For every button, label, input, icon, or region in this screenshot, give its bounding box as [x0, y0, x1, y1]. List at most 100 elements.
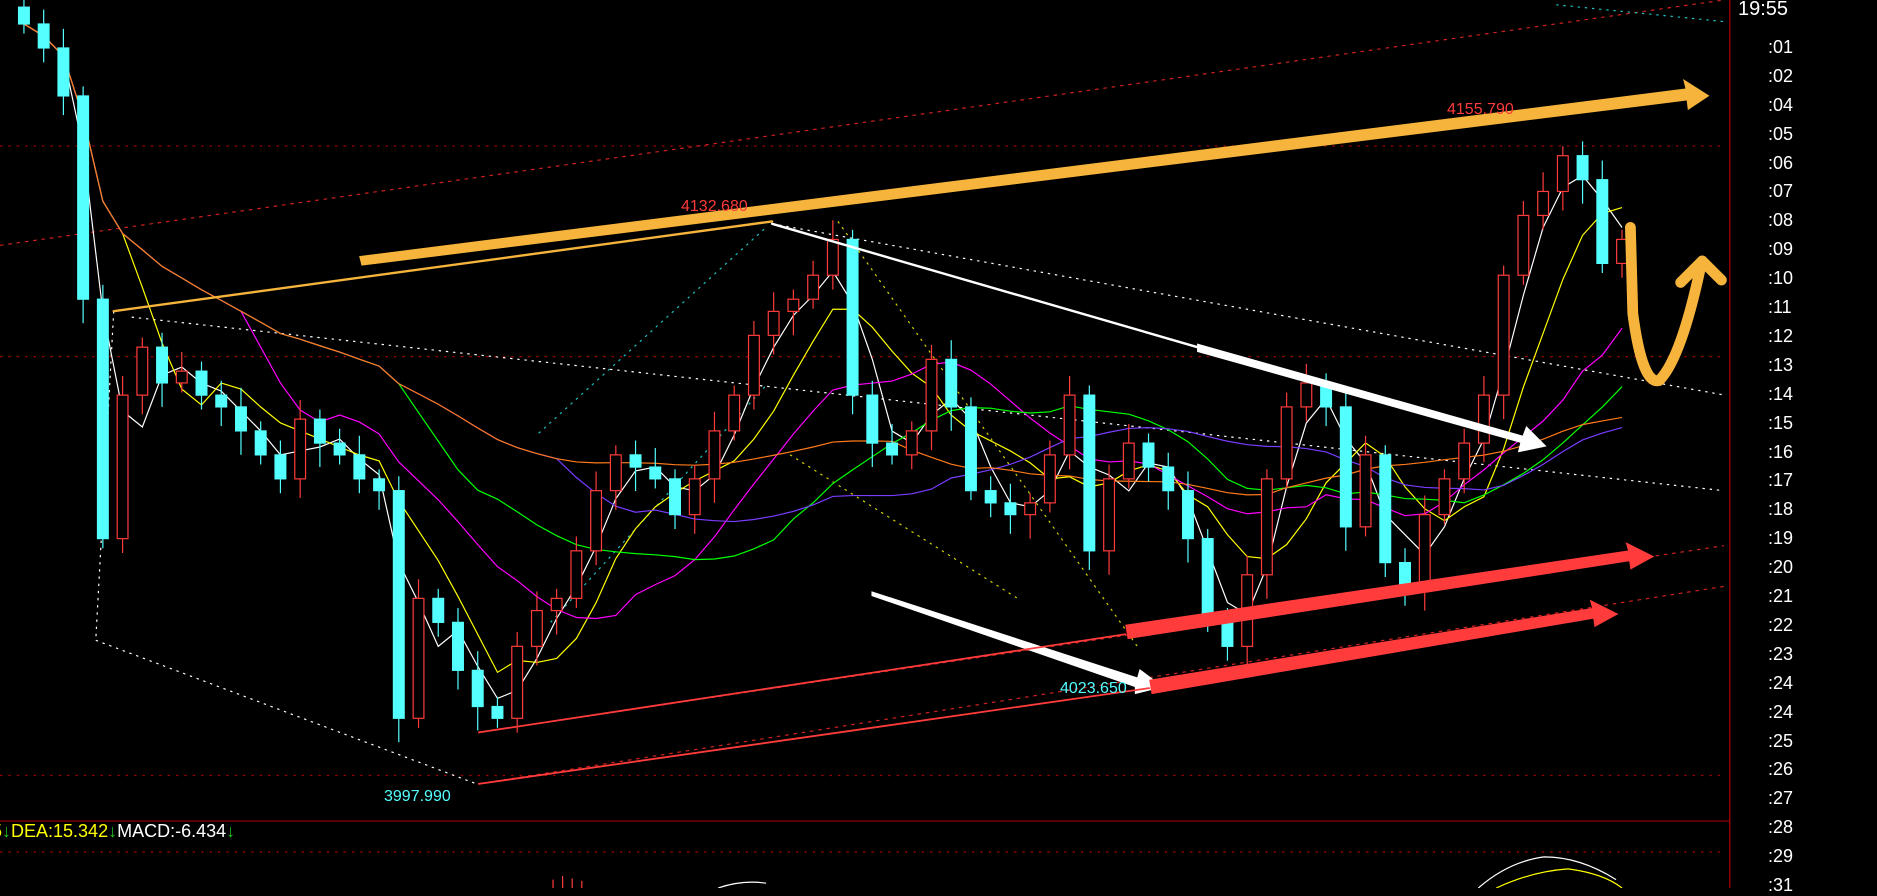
candle-body: [1122, 442, 1135, 480]
candle-body: [925, 358, 938, 432]
candle-body: [116, 394, 129, 540]
candle-body: [215, 394, 228, 408]
candle: [234, 387, 247, 455]
candle-body: [1300, 382, 1313, 408]
red-arrow-upper: [1125, 542, 1655, 640]
candle-body: [964, 406, 977, 492]
candle-body: [945, 358, 958, 408]
time-axis-label: :31: [1768, 875, 1794, 895]
candle: [1458, 428, 1471, 494]
time-axis-label: :15: [1768, 412, 1794, 433]
candle: [373, 469, 386, 510]
time-axis-label: :06: [1768, 152, 1794, 173]
candle-body: [136, 346, 149, 396]
candle: [787, 289, 800, 336]
candle: [1379, 445, 1392, 577]
candle-body: [629, 454, 642, 468]
time-axis-label: :28: [1768, 817, 1794, 838]
macd-value: MACD:-6.434: [117, 821, 227, 841]
time-axis-label: :24: [1768, 672, 1794, 693]
candle: [1004, 483, 1017, 534]
candle-body: [1418, 514, 1431, 588]
candle: [767, 292, 780, 355]
candle-body: [846, 238, 859, 396]
candle-body: [550, 597, 563, 612]
candle-body: [1596, 179, 1609, 265]
candle: [1537, 172, 1550, 230]
candle: [846, 229, 859, 415]
candle-body: [1024, 502, 1037, 516]
candle: [1556, 146, 1569, 211]
candle: [747, 321, 760, 410]
candle-body: [708, 430, 721, 480]
time-axis-label: :01: [1768, 36, 1794, 57]
candle-body: [984, 490, 997, 504]
time-axis-label: :24: [1768, 701, 1794, 722]
candle-body: [471, 669, 484, 708]
candle-body: [1576, 155, 1589, 181]
candle: [313, 409, 326, 468]
down-arrow-icon: ↓: [2, 821, 12, 841]
candle: [1300, 363, 1313, 422]
candles: [17, 0, 1629, 743]
down-arrow-icon: ↓: [108, 821, 118, 841]
prior-high-price-label: 4132.680: [681, 198, 748, 215]
candle-body: [590, 490, 603, 552]
candle: [708, 411, 721, 503]
white-arrow-upper: [1197, 343, 1547, 453]
mid-low-price-label: 4023.650: [1060, 680, 1127, 697]
candle-body: [1556, 155, 1569, 193]
down-arrow-icon: ↓: [226, 821, 236, 841]
candle: [1142, 433, 1155, 482]
candle-body: [866, 394, 879, 444]
candle: [116, 375, 129, 553]
candle: [353, 435, 366, 494]
candle-body: [570, 550, 583, 599]
drawn-annotations: [112, 78, 1727, 785]
candle-body: [747, 334, 760, 396]
time-axis-label: :23: [1768, 643, 1794, 664]
candle: [1280, 392, 1293, 489]
candle: [175, 351, 188, 393]
candle: [294, 399, 307, 499]
candle: [392, 476, 405, 743]
time-axis-label: :20: [1768, 557, 1794, 578]
candle: [886, 423, 899, 465]
red-arrow-lower: [1149, 599, 1619, 695]
macd-prefix: 5: [0, 821, 2, 841]
candle-body: [688, 478, 701, 516]
candle: [1043, 440, 1056, 513]
time-axis-label: :10: [1768, 268, 1794, 289]
candle: [1596, 160, 1609, 273]
horizontal-dotted-levels: [0, 145, 1724, 853]
time-axis-label: 19:55: [1738, 0, 1789, 20]
candle: [826, 220, 839, 290]
candle: [1399, 548, 1411, 606]
candle: [1103, 464, 1116, 575]
time-axis-label: :04: [1768, 94, 1794, 115]
candle-body: [669, 478, 681, 516]
candle: [925, 345, 938, 451]
candle-body: [195, 370, 208, 396]
red-trendline-lower: [477, 687, 1151, 785]
moving-average-line: [23, 23, 1623, 674]
time-axis-label: :22: [1768, 614, 1794, 635]
candle: [1063, 375, 1076, 470]
time-axis-label: :18: [1768, 499, 1794, 520]
candle: [136, 337, 149, 415]
candle: [254, 421, 267, 465]
candle: [945, 340, 958, 431]
candle: [333, 428, 346, 465]
candle: [57, 28, 70, 116]
macd-readout: 5↓DEA:15.342↓MACD:-6.434↓: [0, 821, 235, 842]
candle: [1477, 375, 1490, 463]
candle: [590, 471, 603, 566]
candle: [274, 440, 287, 494]
candle: [1162, 452, 1175, 510]
time-axis-label: :16: [1768, 441, 1794, 462]
candle-body: [905, 430, 918, 456]
candle: [1122, 423, 1135, 489]
candle: [1339, 392, 1352, 551]
candle: [807, 260, 820, 309]
